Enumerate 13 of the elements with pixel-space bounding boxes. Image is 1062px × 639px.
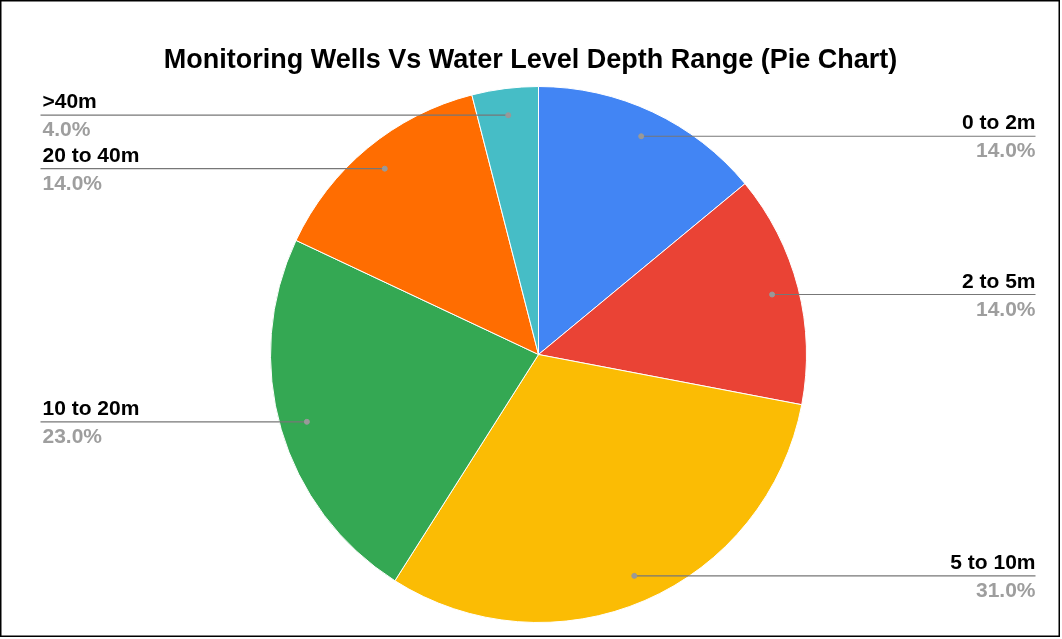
chart-title: Monitoring Wells Vs Water Level Depth Range (Pie Chart) xyxy=(163,43,898,74)
slice-label: >40m xyxy=(42,89,97,113)
slice-label: 2 to 5m xyxy=(961,268,1036,292)
slice-label: 5 to 10m xyxy=(950,549,1036,573)
data-label: 14.0% xyxy=(42,170,103,194)
data-label: 14.0% xyxy=(975,138,1036,162)
slice-label: 20 to 40m xyxy=(42,142,140,166)
data-label: 14.0% xyxy=(975,296,1036,320)
slice-label: 10 to 20m xyxy=(42,395,140,419)
data-label: 23.0% xyxy=(42,423,103,447)
slice-label: 0 to 2m xyxy=(961,110,1036,134)
data-label: 4.0% xyxy=(42,117,91,141)
data-label: 31.0% xyxy=(975,577,1036,601)
